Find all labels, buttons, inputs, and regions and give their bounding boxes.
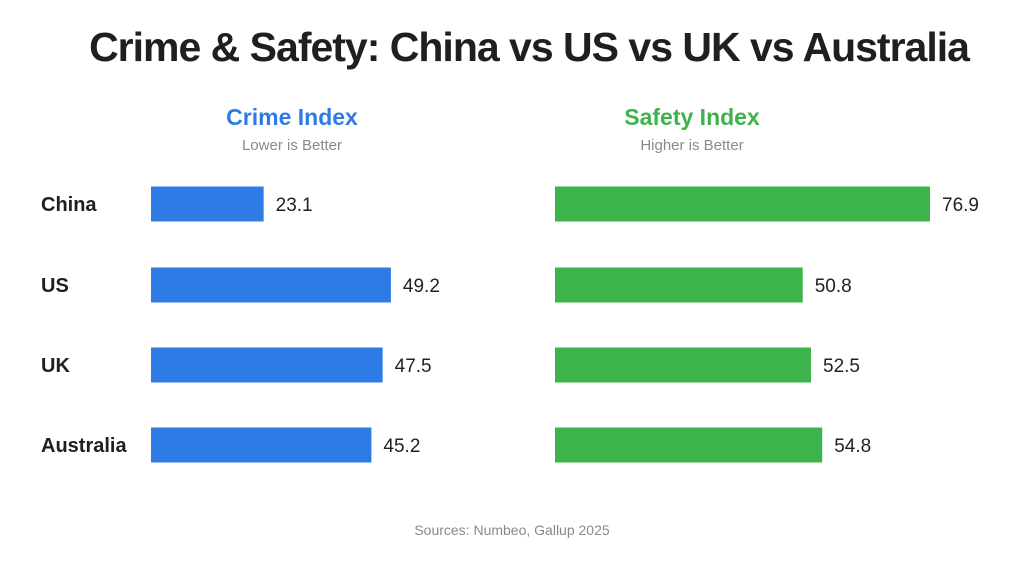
- crime-value-label-australia: 45.2: [383, 436, 420, 457]
- page-title: Crime & Safety: China vs US vs UK vs Aus…: [89, 24, 970, 70]
- safety-bar-china: [555, 186, 930, 222]
- crime-value-label-us: 49.2: [403, 276, 440, 297]
- category-label-china: China: [41, 194, 97, 216]
- safety-value-label-us: 50.8: [815, 276, 852, 297]
- crime-index-title: Crime Index: [226, 104, 358, 130]
- safety-bar-uk: [555, 347, 812, 383]
- category-label-australia: Australia: [41, 435, 127, 457]
- crime-bar-uk: [151, 347, 383, 383]
- crime-value-label-china: 23.1: [276, 195, 313, 216]
- safety-value-label-australia: 54.8: [834, 436, 871, 457]
- crime-bar-china: [151, 186, 264, 222]
- category-label-us: US: [41, 275, 69, 297]
- crime-bar-australia: [151, 427, 372, 463]
- safety-value-label-china: 76.9: [942, 195, 979, 216]
- safety-bar-australia: [555, 427, 823, 463]
- crime-value-label-uk: 47.5: [395, 356, 432, 377]
- crime-index-subtitle: Lower is Better: [241, 137, 343, 154]
- crime-bar-us: [151, 267, 391, 303]
- source-note: Sources: Numbeo, Gallup 2025: [414, 522, 610, 538]
- safety-bar-us: [555, 267, 803, 303]
- safety-index-title: Safety Index: [624, 104, 760, 130]
- safety-value-label-uk: 52.5: [823, 356, 860, 377]
- category-label-uk: UK: [41, 355, 70, 377]
- safety-index-subtitle: Higher is Better: [640, 137, 744, 154]
